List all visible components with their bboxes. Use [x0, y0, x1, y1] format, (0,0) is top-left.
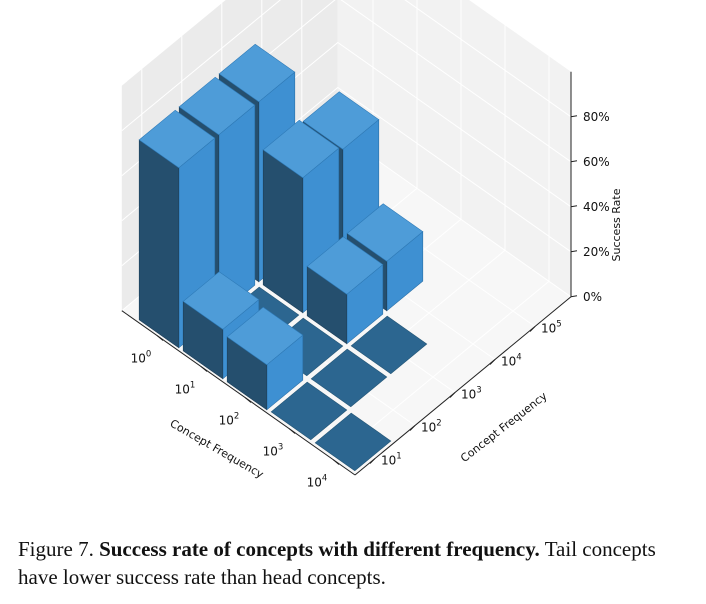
bar-face-right [262, 149, 304, 314]
z-tick-label: 20% [583, 245, 610, 259]
z-tick-mark [570, 295, 578, 298]
y-tick-label: 102 [421, 419, 442, 435]
y-tick-mark [369, 458, 376, 464]
bar-1-1 [310, 348, 388, 408]
bar-chart-3d: 100 101 102 103 104 101 102 103 104 105 0% 20% 40% 60… [121, 0, 623, 490]
x-tick-mark [156, 335, 164, 341]
x-tick-label: 104 [307, 474, 328, 490]
z-tick-label: 80% [583, 110, 610, 124]
x-tick-label: 102 [219, 412, 240, 428]
bar-face-top [226, 306, 304, 366]
chart-axes: 100 101 102 103 104 101 102 103 104 105 0% 20% 40% 60… [121, 71, 610, 490]
bar-1-2 [350, 315, 428, 375]
y-tick-label: 104 [501, 353, 522, 369]
bar-face-top [346, 203, 424, 262]
bar-face-top [306, 236, 384, 295]
bar-face-top [138, 109, 216, 169]
bar-2-2 [306, 236, 384, 345]
bar-1-0 [270, 381, 348, 441]
z-tick-mark [570, 160, 578, 163]
bar-2-0 [226, 306, 304, 411]
x-tick-label: 100 [131, 350, 152, 366]
bar-face-top [182, 271, 260, 330]
x-axis-label: Concept Frequency [168, 417, 267, 481]
y-tick-label: 103 [461, 386, 482, 402]
caption-bold: Success rate of concepts with different … [99, 537, 540, 561]
x-tick-label: 101 [175, 381, 196, 397]
bar-face-top [178, 76, 256, 136]
x-tick-mark [288, 428, 296, 434]
caption-label: Figure 7. [18, 537, 94, 561]
bar-0-0 [314, 412, 392, 472]
z-tick-mark [570, 205, 578, 208]
figure-caption: Figure 7. Success rate of concepts with … [18, 535, 698, 591]
z-axis-label: Success Rate [610, 188, 623, 261]
z-tick-mark [570, 115, 578, 118]
x-tick-label: 103 [263, 443, 284, 459]
bar-face-top [302, 91, 380, 150]
z-tick-mark [570, 250, 578, 253]
y-tick-label: 101 [381, 452, 402, 468]
y-tick-mark [529, 326, 536, 332]
z-tick-label: 40% [583, 200, 610, 214]
x-tick-mark [244, 397, 252, 403]
bar-face-top [270, 381, 348, 441]
y-tick-mark [489, 359, 496, 365]
z-tick-label: 0% [583, 290, 602, 304]
gridline-z [121, 0, 572, 132]
bar-face-top [310, 348, 388, 408]
bar-face-top [314, 412, 392, 472]
bar-face-top [218, 43, 296, 103]
x-tick-mark [332, 459, 340, 465]
y-tick-label: 105 [541, 320, 562, 336]
chart-bars [138, 43, 428, 472]
caption-text: Tail concepts have lower success rate th… [18, 537, 656, 589]
y-tick-mark [449, 392, 456, 398]
x-tick-mark [200, 366, 208, 372]
bar-face-top [350, 315, 428, 375]
bar-face-top [262, 119, 340, 179]
right-wall-pane [337, 0, 571, 297]
z-tick-label: 60% [583, 155, 610, 169]
bar-face-right [138, 139, 180, 349]
y-tick-mark [409, 425, 416, 431]
